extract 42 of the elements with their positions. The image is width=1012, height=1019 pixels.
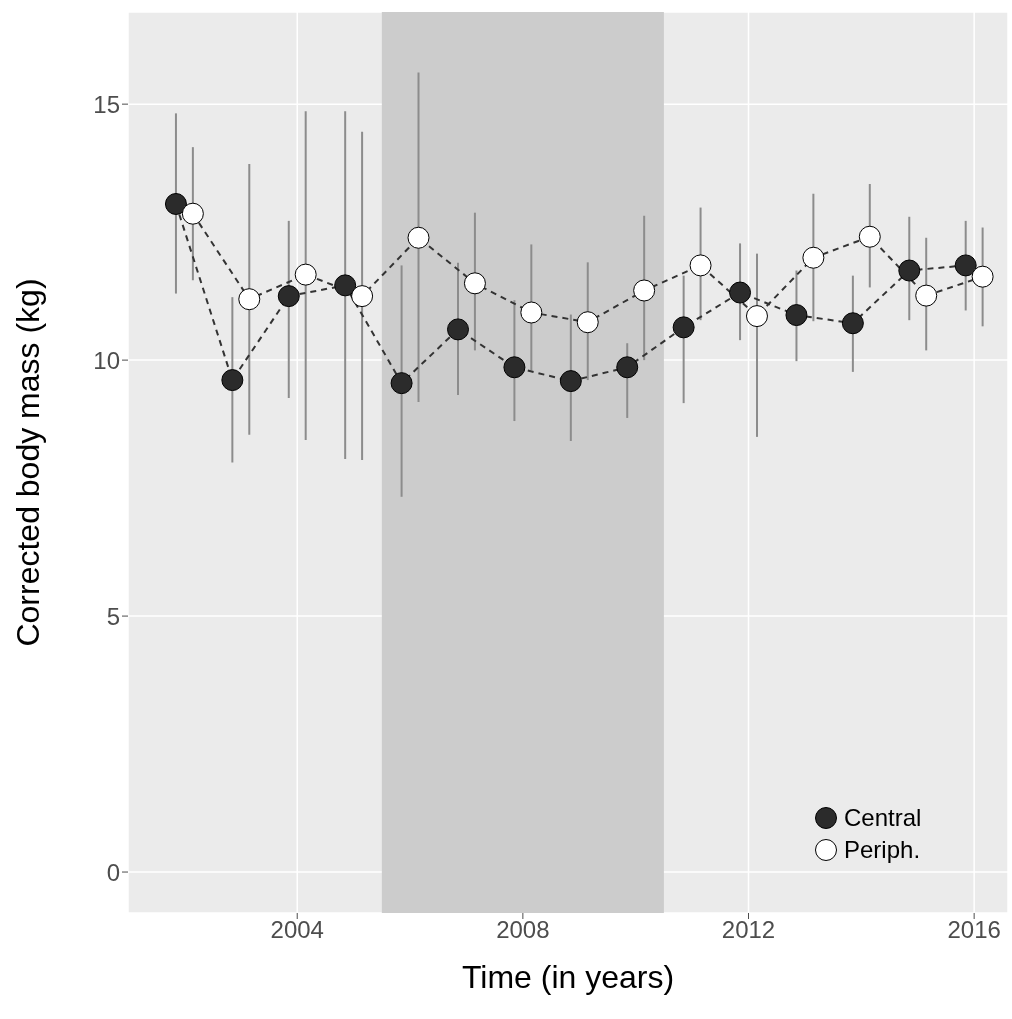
x-axis-title: Time (in years)	[461, 959, 675, 995]
point	[971, 265, 994, 288]
point	[277, 285, 300, 308]
point	[785, 304, 808, 327]
point	[616, 356, 639, 379]
point	[503, 356, 526, 379]
point	[463, 272, 486, 295]
point	[520, 301, 543, 324]
point	[915, 284, 938, 307]
y-tick-label: 5	[106, 602, 120, 630]
point	[841, 312, 864, 335]
point	[672, 316, 695, 339]
point	[164, 192, 187, 215]
point	[898, 259, 921, 282]
point	[447, 318, 469, 341]
legend-label: Periph.	[844, 835, 921, 865]
point	[745, 305, 768, 328]
y-tick-label: 0	[106, 858, 120, 886]
x-tick-label: 2004	[270, 916, 324, 944]
point	[238, 288, 261, 311]
point	[729, 281, 752, 304]
x-tick-label: 2012	[721, 916, 776, 944]
point	[294, 263, 317, 286]
point	[221, 369, 244, 392]
point	[633, 279, 656, 302]
point	[576, 311, 599, 334]
point	[390, 372, 413, 395]
y-tick-label: 10	[93, 346, 120, 374]
point	[559, 370, 582, 393]
point	[802, 246, 825, 269]
point	[181, 202, 204, 225]
point	[407, 226, 430, 249]
point	[689, 254, 712, 277]
point	[954, 254, 977, 277]
x-tick-label: 2008	[496, 916, 550, 944]
y-axis-title: Corrected body mass (kg)	[10, 278, 47, 647]
legend-label: Central	[844, 803, 922, 833]
y-tick-label: 15	[93, 90, 120, 118]
point	[858, 225, 881, 248]
point	[351, 285, 374, 308]
x-tick-label: 2016	[947, 916, 1001, 944]
point	[334, 274, 357, 297]
